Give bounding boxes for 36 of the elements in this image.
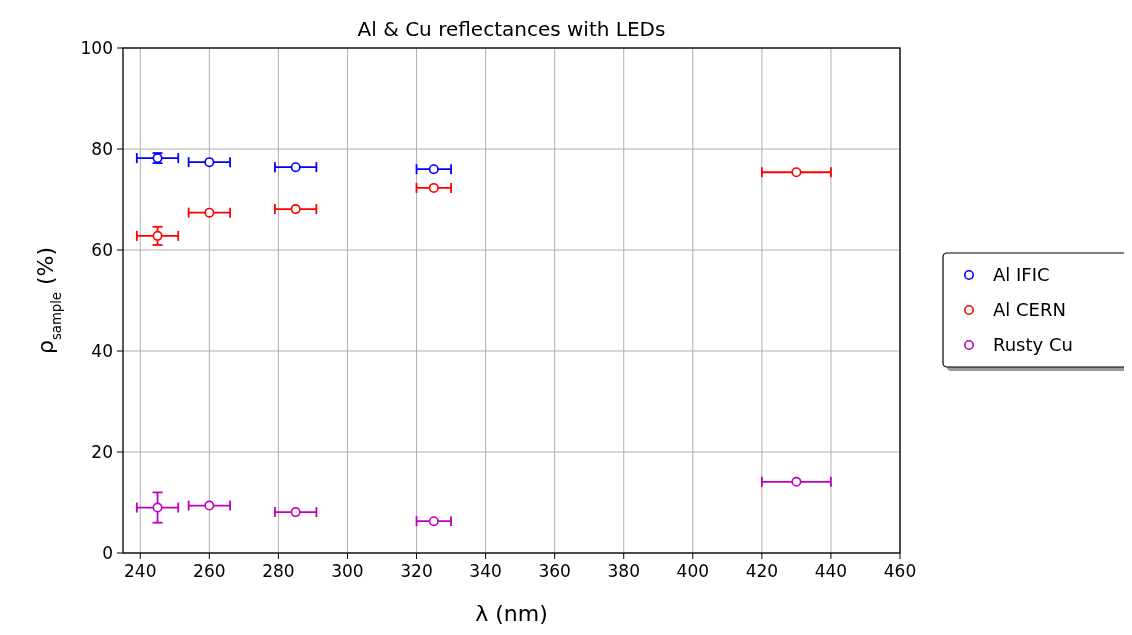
x-tick-label: 440 [814, 561, 848, 581]
x-tick-label: 240 [124, 561, 157, 581]
point [428, 516, 439, 527]
point [290, 507, 301, 518]
point [290, 204, 301, 215]
point [791, 476, 802, 487]
point [204, 500, 215, 511]
point [152, 502, 163, 513]
point [204, 157, 215, 168]
legend-label: Rusty Cu [993, 334, 1073, 355]
x-tick-label: 400 [676, 561, 710, 581]
x-tick-label: 280 [262, 561, 295, 581]
x-axis-title: λ (nm) [475, 601, 548, 626]
legend-label: Al IFIC [993, 264, 1050, 285]
chart-title: Al & Cu reflectances with LEDs [357, 17, 666, 41]
y-tick-label: 0 [102, 543, 113, 563]
x-tick-label: 420 [745, 561, 779, 581]
x-tick-label: 360 [538, 561, 571, 581]
point [204, 207, 215, 218]
point [428, 182, 439, 193]
x-tick-label: 300 [331, 561, 364, 581]
y-tick-label: 20 [91, 442, 113, 462]
x-tick-label: 320 [400, 561, 433, 581]
y-tick-label: 100 [80, 38, 113, 58]
y-tick-label: 80 [91, 139, 113, 159]
x-tick-label: 260 [193, 561, 226, 581]
point [428, 164, 439, 175]
x-tick-label: 380 [607, 561, 640, 581]
y-tick-label: 40 [91, 341, 113, 361]
x-tick-label: 340 [469, 561, 502, 581]
point [152, 230, 163, 241]
legend-label: Al CERN [993, 299, 1066, 320]
point [290, 162, 301, 173]
x-tick-label: 460 [883, 561, 917, 581]
y-tick-label: 60 [91, 240, 113, 260]
point [791, 167, 802, 178]
